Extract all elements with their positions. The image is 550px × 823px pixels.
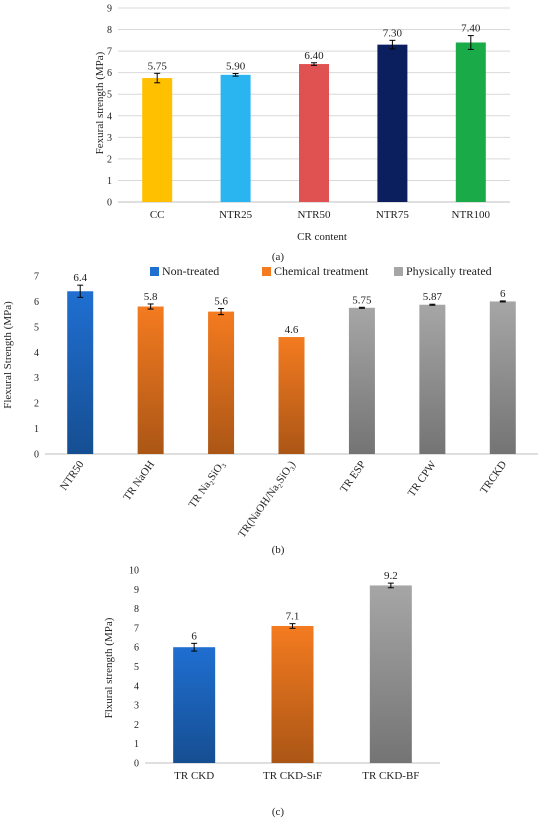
chart-b-bar xyxy=(137,306,164,454)
chart-c-ytick: 8 xyxy=(134,604,139,615)
chart-a-xtick: CC xyxy=(150,209,165,221)
chart-a-ytick: 9 xyxy=(107,4,112,15)
chart-b-ytick: 4 xyxy=(34,348,39,359)
chart-b-ytick: 2 xyxy=(34,399,39,410)
chart-c-data-label: 6 xyxy=(191,630,197,642)
chart-c-xtick: TR CKD-BF xyxy=(362,770,419,782)
chart-c-ytick: 0 xyxy=(134,759,139,770)
chart-b-data-label: 5.8 xyxy=(144,291,158,303)
chart-c-ytick: 10 xyxy=(129,566,139,577)
chart-b-caption: (b) xyxy=(272,544,285,556)
chart-b-xtick: TR ESP xyxy=(338,459,368,495)
chart-b-legend-swatch xyxy=(394,267,403,276)
chart-a-xtick: NTR100 xyxy=(452,209,491,221)
chart-a-bar xyxy=(299,64,329,203)
chart-c-data-label: 7.1 xyxy=(286,611,300,623)
chart-a-bar xyxy=(455,42,486,202)
chart-a-xlabel: CR content xyxy=(297,231,347,243)
chart-a-data-label: 7.30 xyxy=(383,27,403,39)
chart-a-ylabel: Fexural strength (MPa) xyxy=(94,51,106,154)
chart-c-bar xyxy=(173,647,216,763)
chart-b-legend-swatch xyxy=(150,267,159,276)
chart-c-ytick: 4 xyxy=(134,681,139,692)
chart-a-data-label: 5.75 xyxy=(148,60,168,72)
chart-a-xtick: NTR25 xyxy=(219,209,253,221)
chart-a-ytick: 8 xyxy=(107,25,112,36)
chart-c-ytick: 7 xyxy=(134,623,139,634)
chart-b-legend-label: Chemical treatment xyxy=(274,264,369,278)
chart-b-xtick: TRCKD xyxy=(478,459,509,496)
chart-a-bar xyxy=(220,74,251,202)
chart-c-ytick: 9 xyxy=(134,585,139,596)
chart-a-bar xyxy=(377,44,408,203)
chart-b-ytick: 6 xyxy=(34,297,39,308)
chart-c-ytick: 5 xyxy=(134,662,139,673)
chart-b-bar xyxy=(419,304,446,454)
chart-a-xtick: NTR50 xyxy=(298,209,332,221)
chart-b-xtick: NTR50 xyxy=(58,458,87,492)
chart-b-xtick: TR CPW xyxy=(406,458,439,499)
chart-b-xtick: TR Na₂SiO₃ xyxy=(186,459,227,511)
chart-a-ytick: 5 xyxy=(107,90,112,101)
chart-c-ytick: 2 xyxy=(134,720,139,731)
chart-a-xtick: NTR75 xyxy=(376,209,410,221)
chart-c-bar xyxy=(369,585,412,763)
chart-b-data-label: 5.75 xyxy=(352,294,372,306)
chart-b-ytick: 5 xyxy=(34,322,39,333)
chart-b-xtick: TR NaOH xyxy=(121,459,157,503)
chart-b-bar xyxy=(489,301,516,454)
chart-c-xtick: TR CKD-SıF xyxy=(263,770,322,782)
chart-a-ytick: 6 xyxy=(107,68,112,79)
chart-b-legend-label: Non-treated xyxy=(162,264,219,278)
chart-b-ytick: 7 xyxy=(34,272,39,283)
chart-a: Fexural strength (MPa) CR content (a) 0 1… xyxy=(94,4,510,263)
chart-b-data-label: 5.6 xyxy=(214,296,228,308)
chart-a-data-label: 7.40 xyxy=(461,23,481,35)
chart-b-ytick: 3 xyxy=(34,373,39,384)
chart-c-ylabel: Flxural strength (MPa) xyxy=(103,617,115,718)
chart-a-ytick: 4 xyxy=(107,111,112,122)
chart-a-data-label: 5.90 xyxy=(226,61,246,73)
chart-c-ytick: 3 xyxy=(134,701,139,712)
chart-c-data-label: 9.2 xyxy=(384,570,398,582)
chart-a-ytick: 3 xyxy=(107,133,112,144)
chart-c-bar xyxy=(271,625,314,763)
chart-b-bar xyxy=(67,291,94,454)
chart-c-caption: (c) xyxy=(272,806,285,818)
chart-a-bar xyxy=(142,78,173,202)
chart-b-bar xyxy=(278,337,305,454)
chart-a-data-label: 6.40 xyxy=(304,50,324,62)
chart-b: Flexural Strength (MPa) (b) 0 1 2 3 4 5 6 7 6.4 N… xyxy=(2,264,538,556)
chart-b-ytick: 1 xyxy=(34,424,39,435)
chart-c: Flxural strength (MPa) (c) 0 1 2 3 4 5 6 7 8 9 10 6… xyxy=(103,566,440,818)
chart-b-data-label: 6.4 xyxy=(73,272,87,284)
chart-b-data-label: 6 xyxy=(500,288,506,300)
chart-b-ytick: 0 xyxy=(34,450,39,461)
chart-a-ytick: 0 xyxy=(107,198,112,209)
chart-b-bar xyxy=(208,311,235,454)
chart-a-ytick: 2 xyxy=(107,154,112,165)
chart-b-legend-label: Physically treated xyxy=(406,264,492,278)
chart-b-bar xyxy=(348,307,375,454)
chart-c-xtick: TR CKD xyxy=(174,770,214,782)
chart-b-ylabel: Flexural Strength (MPa) xyxy=(2,301,14,409)
chart-b-data-label: 5.87 xyxy=(423,291,443,303)
chart-a-ytick: 7 xyxy=(107,47,112,58)
chart-a-caption: (a) xyxy=(272,251,285,263)
chart-c-ytick: 1 xyxy=(134,739,139,750)
chart-a-ytick: 1 xyxy=(107,176,112,187)
chart-c-ytick: 6 xyxy=(134,643,139,654)
chart-b-legend-swatch xyxy=(262,267,271,276)
chart-b-xtick: TR(NaOH/Na₂SiO₃) xyxy=(236,459,298,541)
chart-b-data-label: 4.6 xyxy=(285,324,299,336)
